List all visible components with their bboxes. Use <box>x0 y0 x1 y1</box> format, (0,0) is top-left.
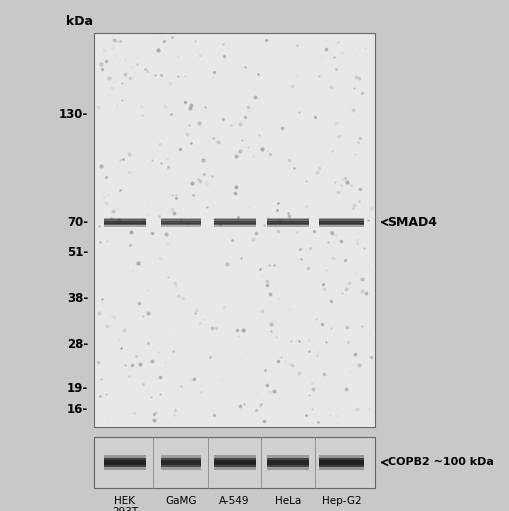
FancyBboxPatch shape <box>319 465 363 470</box>
FancyBboxPatch shape <box>267 455 308 460</box>
FancyBboxPatch shape <box>104 218 146 220</box>
FancyBboxPatch shape <box>213 458 255 462</box>
FancyBboxPatch shape <box>267 465 308 470</box>
FancyBboxPatch shape <box>104 221 146 223</box>
FancyBboxPatch shape <box>213 223 255 225</box>
Text: HEK
293T: HEK 293T <box>111 496 138 511</box>
Text: 28-: 28- <box>67 338 88 352</box>
FancyBboxPatch shape <box>213 465 255 470</box>
FancyBboxPatch shape <box>104 460 146 464</box>
FancyBboxPatch shape <box>267 223 308 225</box>
Text: SMAD4: SMAD4 <box>387 216 437 229</box>
FancyBboxPatch shape <box>104 219 146 222</box>
Text: 130-: 130- <box>59 108 88 122</box>
Text: 38-: 38- <box>67 292 88 306</box>
FancyBboxPatch shape <box>213 221 255 223</box>
FancyBboxPatch shape <box>160 455 201 460</box>
FancyBboxPatch shape <box>267 219 308 222</box>
Text: HeLa: HeLa <box>274 496 301 506</box>
Text: kDa: kDa <box>66 15 93 28</box>
Text: A-549: A-549 <box>219 496 249 506</box>
FancyBboxPatch shape <box>104 462 146 467</box>
FancyBboxPatch shape <box>267 218 308 220</box>
FancyBboxPatch shape <box>104 455 146 460</box>
Text: 19-: 19- <box>67 382 88 395</box>
FancyBboxPatch shape <box>160 218 201 220</box>
FancyBboxPatch shape <box>319 462 363 467</box>
FancyBboxPatch shape <box>160 219 201 222</box>
FancyBboxPatch shape <box>319 460 363 464</box>
FancyBboxPatch shape <box>160 465 201 470</box>
FancyBboxPatch shape <box>104 458 146 462</box>
FancyBboxPatch shape <box>319 458 363 462</box>
FancyBboxPatch shape <box>213 218 255 220</box>
FancyBboxPatch shape <box>319 221 363 223</box>
FancyBboxPatch shape <box>104 224 146 227</box>
FancyBboxPatch shape <box>160 462 201 467</box>
FancyBboxPatch shape <box>160 221 201 223</box>
FancyBboxPatch shape <box>213 460 255 464</box>
FancyBboxPatch shape <box>213 224 255 227</box>
FancyBboxPatch shape <box>267 462 308 467</box>
FancyBboxPatch shape <box>213 455 255 460</box>
FancyBboxPatch shape <box>213 462 255 467</box>
Text: GaMG: GaMG <box>165 496 196 506</box>
FancyBboxPatch shape <box>319 223 363 225</box>
Text: 51-: 51- <box>67 246 88 260</box>
FancyBboxPatch shape <box>160 224 201 227</box>
Text: 16-: 16- <box>67 403 88 416</box>
Text: COPB2 ~100 kDa: COPB2 ~100 kDa <box>387 457 493 468</box>
FancyBboxPatch shape <box>104 465 146 470</box>
FancyBboxPatch shape <box>267 224 308 227</box>
FancyBboxPatch shape <box>319 219 363 222</box>
FancyBboxPatch shape <box>104 223 146 225</box>
FancyBboxPatch shape <box>267 458 308 462</box>
FancyBboxPatch shape <box>213 219 255 222</box>
FancyBboxPatch shape <box>160 460 201 464</box>
FancyBboxPatch shape <box>94 437 374 488</box>
FancyBboxPatch shape <box>94 33 374 427</box>
Text: Hep-G2: Hep-G2 <box>321 496 361 506</box>
Text: 70-: 70- <box>67 216 88 229</box>
FancyBboxPatch shape <box>160 458 201 462</box>
FancyBboxPatch shape <box>267 221 308 223</box>
FancyBboxPatch shape <box>319 455 363 460</box>
FancyBboxPatch shape <box>267 460 308 464</box>
FancyBboxPatch shape <box>160 223 201 225</box>
FancyBboxPatch shape <box>319 224 363 227</box>
FancyBboxPatch shape <box>319 218 363 220</box>
